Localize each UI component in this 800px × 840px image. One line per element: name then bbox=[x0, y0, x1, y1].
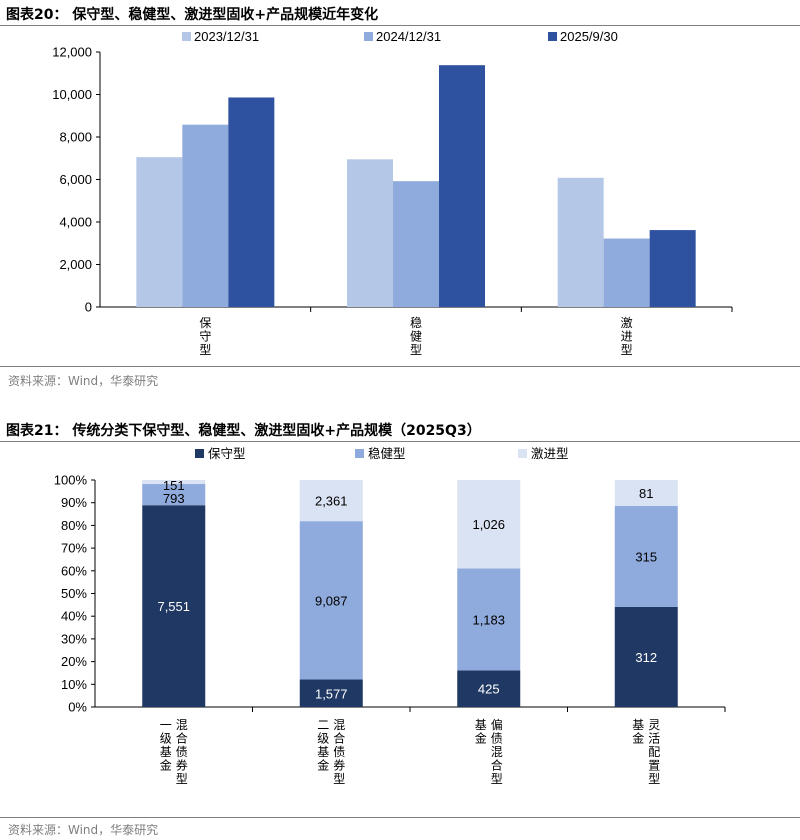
data-label-2-3: 2,361 bbox=[315, 494, 348, 509]
y-tick-label: 10,000 bbox=[52, 87, 92, 102]
data-label-4-1: 312 bbox=[635, 650, 657, 665]
bar-3-series-2 bbox=[603, 238, 650, 307]
y-tick-label: 12,000 bbox=[52, 45, 92, 60]
chart1-source-rule bbox=[0, 366, 800, 367]
bar-2-series-3 bbox=[439, 65, 485, 307]
y-tick-label: 20% bbox=[61, 654, 87, 669]
stacked-bar-2-segment-3 bbox=[299, 480, 363, 522]
chart2-source-rule bbox=[0, 817, 800, 818]
x-tick-label-4: 灵活配置型基金 bbox=[632, 718, 660, 786]
legend-swatch-3 bbox=[518, 449, 527, 458]
y-tick-label: 8,000 bbox=[59, 130, 92, 145]
chart1-source: 资料来源：Wind，华泰研究 bbox=[8, 374, 159, 388]
y-tick-label: 60% bbox=[61, 563, 87, 578]
stacked-bar-4-segment-1 bbox=[614, 606, 678, 707]
x-tick-label-1: 混合债券型一级基金 bbox=[160, 718, 188, 786]
legend-label-1: 2023/12/31 bbox=[194, 29, 259, 44]
chart2-title: 图表21： 传统分类下保守型、稳健型、激进型固收+产品规模（2025Q3） bbox=[6, 423, 481, 439]
stacked-bar-3-segment-2 bbox=[457, 568, 521, 671]
y-tick-label: 0% bbox=[68, 700, 87, 715]
legend-swatch-2 bbox=[364, 32, 373, 41]
legend-label-3: 2025/9/30 bbox=[560, 29, 618, 44]
bar-1-series-2 bbox=[182, 124, 229, 307]
legend-swatch-1 bbox=[195, 449, 204, 458]
x-tick-label-3: 偏债混合型基金 bbox=[475, 717, 503, 786]
y-tick-label: 90% bbox=[61, 495, 87, 510]
x-tick-label-1: 保守型 bbox=[199, 316, 211, 357]
bar-2-series-2 bbox=[393, 181, 439, 307]
data-label-1-1: 7,551 bbox=[157, 599, 190, 614]
chart1-title-rule bbox=[0, 25, 800, 26]
stacked-bar-3-segment-1 bbox=[457, 670, 521, 707]
data-label-2-1: 1,577 bbox=[315, 686, 348, 701]
y-tick-label: 80% bbox=[61, 518, 87, 533]
y-tick-label: 30% bbox=[61, 631, 87, 646]
stacked-bar-1-segment-2 bbox=[142, 484, 206, 506]
data-label-2-2: 9,087 bbox=[315, 593, 348, 608]
bar-3-series-3 bbox=[649, 230, 696, 307]
y-tick-label: 4,000 bbox=[59, 215, 92, 230]
data-label-3-3: 1,026 bbox=[472, 517, 505, 532]
y-tick-label: 10% bbox=[61, 677, 87, 692]
chart2-svg: 0% 10% 20% 30% 40% 50% 60% 70% 80% 90% 100% 7,551 79… bbox=[54, 446, 726, 786]
chart1-svg: 0 2,000 4,000 6,000 8,000 10,000 12,000 保守型 稳健型 激… bbox=[52, 29, 733, 357]
stacked-bar-1-segment-3 bbox=[142, 480, 206, 485]
legend-label-1: 保守型 bbox=[208, 447, 246, 461]
data-label-3-1: 425 bbox=[478, 682, 500, 697]
y-tick-label: 40% bbox=[61, 609, 87, 624]
data-label-3-2: 1,183 bbox=[472, 612, 505, 627]
stacked-bar-2-segment-1 bbox=[299, 679, 363, 707]
stacked-bar-2-segment-2 bbox=[299, 521, 363, 680]
y-tick-label: 70% bbox=[61, 541, 87, 556]
data-label-1-2: 793 bbox=[163, 491, 185, 506]
x-tick-label-3: 激进型 bbox=[621, 316, 633, 357]
y-tick-label: 2,000 bbox=[59, 257, 92, 272]
legend-swatch-1 bbox=[182, 32, 191, 41]
bar-2-series-1 bbox=[347, 159, 393, 307]
chart2-source: 资料来源：Wind，华泰研究 bbox=[8, 823, 159, 837]
x-tick-label-2: 稳健型 bbox=[410, 315, 422, 357]
y-tick-label: 50% bbox=[61, 586, 87, 601]
bar-3-series-1 bbox=[557, 177, 604, 307]
y-tick-label: 0 bbox=[85, 300, 92, 315]
stacked-bar-4-segment-2 bbox=[614, 505, 678, 607]
bar-1-series-1 bbox=[136, 157, 183, 307]
data-label-4-3: 81 bbox=[639, 486, 653, 501]
legend-swatch-2 bbox=[355, 449, 364, 458]
legend-swatch-3 bbox=[548, 32, 557, 41]
y-tick-label: 6,000 bbox=[59, 172, 92, 187]
stacked-bar-3-segment-3 bbox=[457, 480, 521, 569]
legend-label-3: 激进型 bbox=[531, 447, 569, 461]
x-tick-label-2: 混合债券型二级基金 bbox=[317, 718, 345, 786]
legend-label-2: 2024/12/31 bbox=[376, 29, 441, 44]
chart2-title-rule bbox=[0, 441, 800, 442]
legend-label-2: 稳健型 bbox=[368, 446, 406, 461]
bar-1-series-3 bbox=[228, 97, 275, 307]
data-label-4-2: 315 bbox=[635, 549, 657, 564]
data-label-1-3: 151 bbox=[163, 478, 185, 493]
y-tick-label: 100% bbox=[54, 473, 88, 488]
stacked-bar-4-segment-3 bbox=[614, 480, 678, 506]
stacked-bar-1-segment-1 bbox=[142, 505, 206, 707]
chart1-title: 图表20： 保守型、稳健型、激进型固收+产品规模近年变化 bbox=[6, 7, 379, 23]
